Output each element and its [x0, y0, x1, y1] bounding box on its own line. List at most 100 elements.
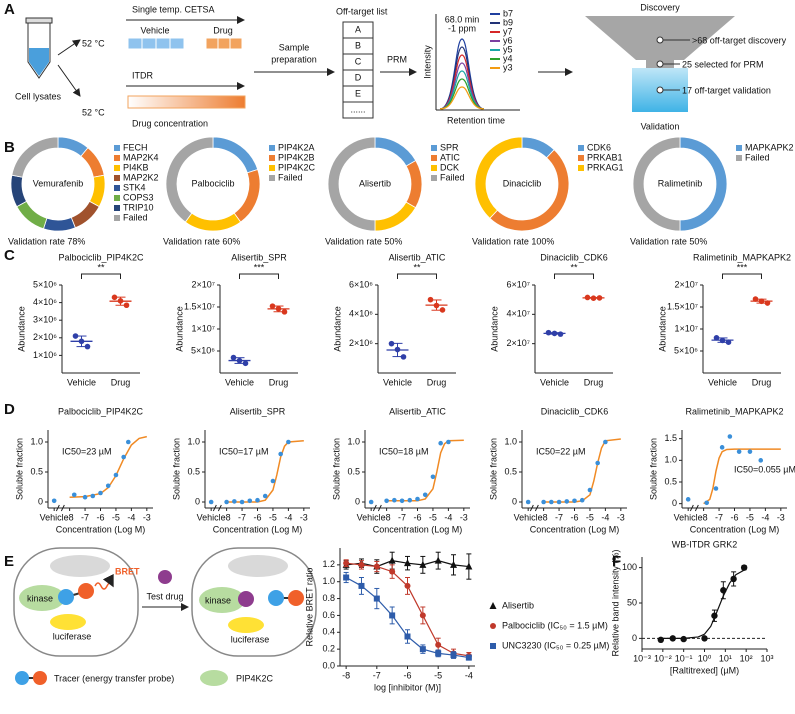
point: [90, 493, 96, 499]
point: [392, 497, 397, 503]
marker: [419, 612, 426, 619]
y-tick-label: 2×10⁷: [191, 279, 215, 289]
marker: [434, 556, 442, 564]
label: Drug concentration: [132, 118, 208, 128]
tracer-head: [58, 589, 74, 605]
legend-tracer-head: [15, 671, 29, 685]
y-tick-label: 1.2: [322, 559, 335, 569]
ion-label: y7: [503, 26, 513, 36]
dot: [123, 302, 130, 309]
dot: [725, 339, 732, 346]
chart-title: Alisertib_ATIC: [389, 252, 446, 262]
sig-bracket: [554, 273, 594, 279]
y-tick-label: 1×10⁷: [674, 323, 698, 333]
y-tick-label: 0.6: [322, 610, 335, 620]
legend-label: CDK6: [587, 142, 611, 152]
point: [255, 497, 260, 503]
point: [541, 499, 546, 505]
y-tick-label: 4×10⁷: [506, 309, 530, 319]
funnel-text: 25 selected for PRM: [682, 59, 764, 69]
dot: [72, 333, 79, 339]
dot: [281, 309, 288, 315]
dot: [557, 331, 564, 337]
legend-label: PIP4K2C: [278, 162, 316, 172]
point: [657, 636, 665, 643]
label: Discovery: [640, 2, 680, 12]
x-tick-label: Vehicle: [67, 377, 96, 387]
legend-swatch: [114, 175, 120, 181]
donut-segment: [165, 136, 214, 223]
legend-label: UNC3230 (IC₅₀ = 0.25 µM): [502, 640, 609, 650]
legend-label: PIP4K2B: [278, 152, 315, 162]
donut-title: Vemurafenib: [33, 178, 84, 188]
x-tick-label: -5: [269, 512, 277, 522]
ion-label: b9: [503, 17, 513, 27]
legend-label: PRKAB1: [587, 152, 623, 162]
point: [422, 492, 428, 498]
chart-title: WB-ITDR GRK2: [672, 539, 738, 549]
dot: [111, 294, 118, 301]
point: [603, 439, 608, 445]
panel-label: C: [4, 247, 15, 264]
legend-label: COPS3: [123, 192, 154, 202]
y-tick-label: 0.8: [322, 593, 335, 603]
donut-title: Alisertib: [359, 178, 391, 188]
point: [125, 439, 131, 445]
donut-segment: [80, 147, 105, 178]
donut-segment: [374, 136, 417, 167]
point: [572, 498, 577, 504]
dot: [596, 295, 603, 301]
legend-label: Failed: [123, 212, 148, 222]
luciferase: [228, 617, 264, 633]
y-tick-label: 2×10⁷: [674, 279, 698, 289]
tracer-head: [268, 590, 284, 606]
legend-tracer-dye: [33, 671, 47, 685]
donut-segment: [42, 216, 76, 232]
legend-label: Failed: [745, 152, 770, 162]
panel-a: Cell lysates 52 °C 52 °C Single temp. CE…: [15, 2, 787, 131]
x-tick-label: Vehicle: [40, 512, 69, 522]
ion-label: b7: [503, 8, 513, 18]
x-axis-label: Concentration (Log M): [56, 524, 146, 534]
y-tick-label: 1.0: [322, 576, 335, 586]
dot: [584, 294, 591, 301]
x-tick-label: Vehicle: [708, 377, 737, 387]
nucleus: [228, 555, 288, 577]
panel-label: A: [4, 1, 15, 18]
point: [247, 498, 253, 504]
chart-title: Palbociclib_PIP4K2C: [58, 406, 144, 416]
x-tick-label: -6: [96, 512, 104, 522]
point: [384, 498, 389, 504]
legend-swatch: [269, 165, 275, 171]
point: [368, 499, 374, 505]
dot: [394, 346, 401, 353]
axis-label: Intensity: [422, 45, 432, 79]
point: [740, 564, 748, 571]
dot: [269, 303, 276, 309]
x-axis-label: Concentration (Log M): [690, 524, 780, 534]
legend-kinase: [200, 670, 228, 686]
donut-segment: [405, 160, 423, 209]
annotation: IC50=22 µM: [536, 446, 585, 456]
point: [727, 434, 733, 439]
donut-segment: [70, 200, 100, 229]
donut-segment: [327, 136, 376, 232]
y-tick-label: 0: [512, 496, 517, 506]
chart-title: Ralimetinib_MAPKAPK2: [693, 252, 791, 262]
point: [121, 454, 126, 460]
point: [278, 451, 283, 457]
point: [736, 449, 742, 454]
point: [113, 472, 119, 478]
y-axis-label: Soluble fraction: [171, 438, 181, 500]
point: [719, 445, 725, 450]
x-tick-label: -3: [460, 512, 468, 522]
axis-break: [372, 504, 382, 512]
donut-segment: [212, 136, 259, 174]
donut-note: Validation rate 78%: [8, 236, 85, 246]
x-tick-label: 10⁰: [698, 653, 712, 663]
y-tick-label: 2×10⁷: [506, 338, 530, 348]
point: [711, 612, 718, 619]
bound-drug: [238, 591, 254, 607]
donut-segment: [632, 136, 681, 232]
